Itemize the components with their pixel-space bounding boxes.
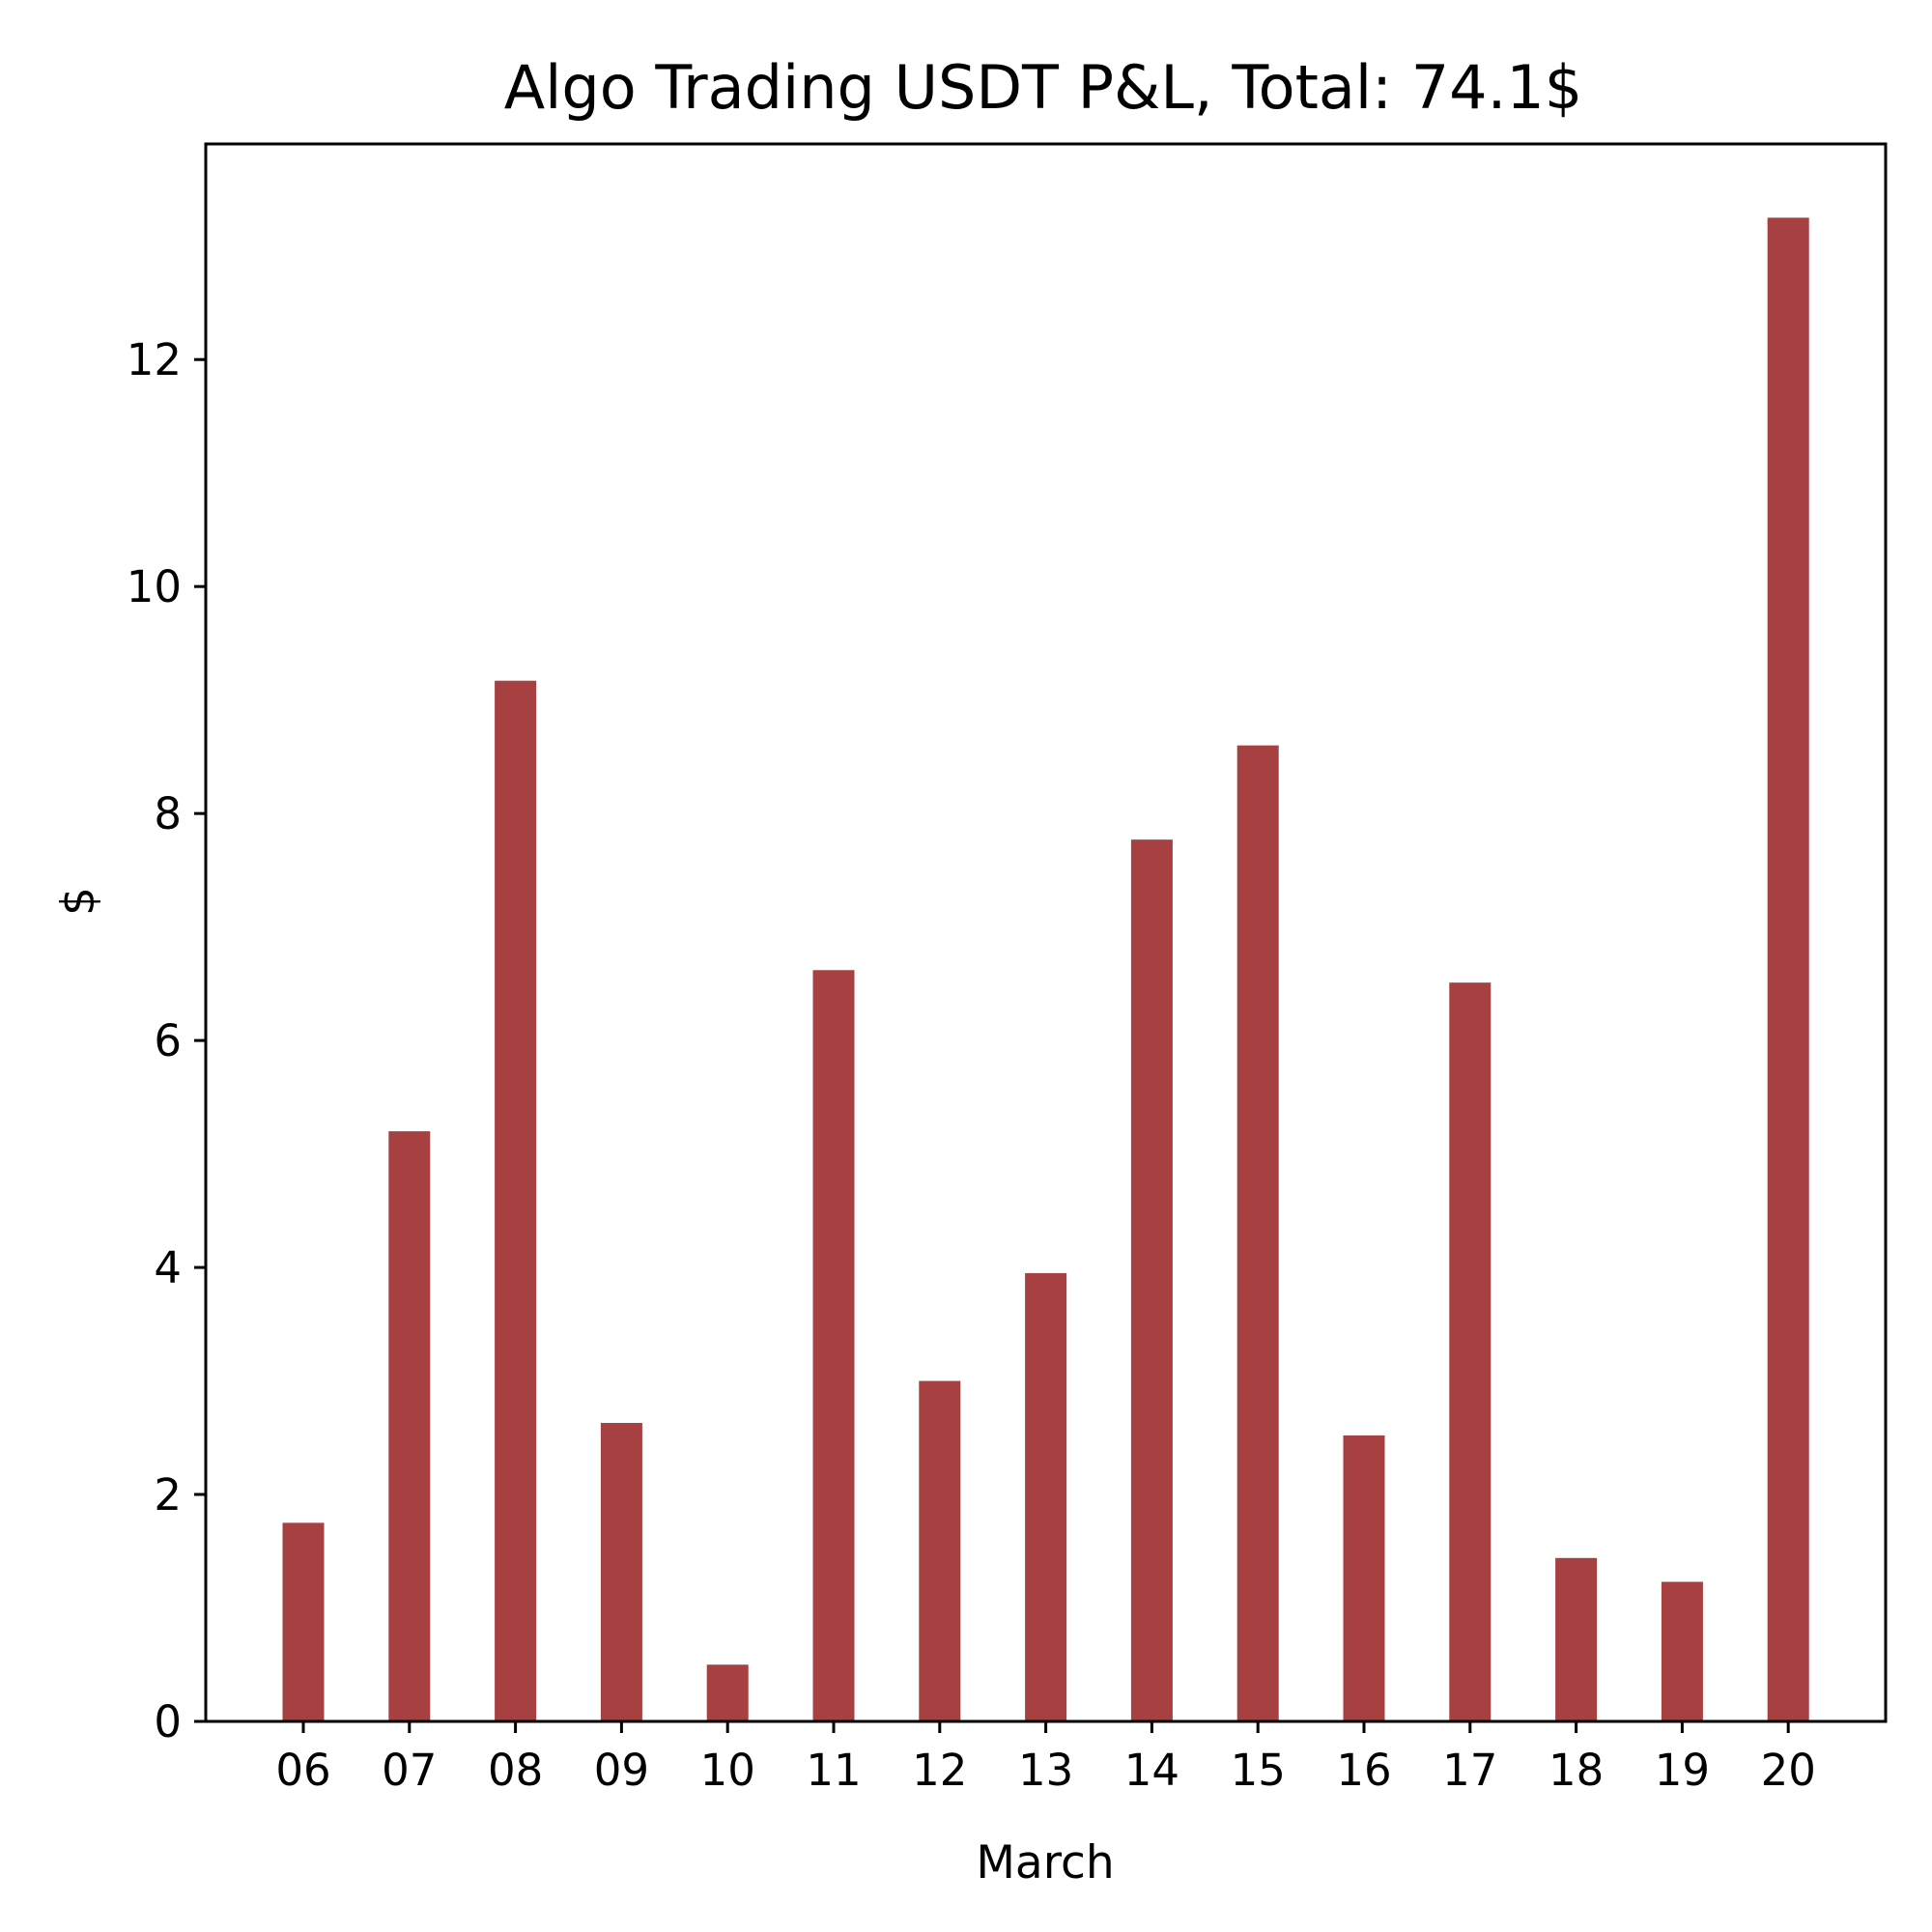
x-tick-label: 11 [806, 1745, 861, 1796]
bar-18 [1555, 1557, 1598, 1721]
y-tick-label: 10 [127, 561, 182, 612]
x-tick-label: 14 [1124, 1745, 1179, 1796]
bar-17 [1449, 982, 1492, 1721]
x-tick-label: 07 [382, 1745, 437, 1796]
chart-title: Algo Trading USDT P&L, Total: 74.1$ [504, 52, 1582, 123]
bar-20 [1767, 217, 1809, 1722]
x-tick-label: 20 [1761, 1745, 1816, 1796]
x-tick-label: 10 [700, 1745, 755, 1796]
bar-19 [1661, 1581, 1703, 1721]
x-tick-label: 09 [594, 1745, 649, 1796]
x-ticks-group: 06 07 08 09 10 11 12 13 14 15 16 17 18 19 20 [275, 1721, 1816, 1796]
bar-11 [812, 970, 855, 1721]
y-ticks-group: 0 2 4 6 8 10 12 [127, 334, 206, 1747]
x-tick-label: 08 [488, 1745, 543, 1796]
y-tick-label: 4 [154, 1242, 182, 1293]
bar-13 [1025, 1272, 1067, 1721]
bar-10 [706, 1664, 749, 1721]
y-tick-label: 8 [154, 788, 182, 839]
x-tick-label: 18 [1548, 1745, 1604, 1796]
bar-06 [282, 1522, 325, 1721]
x-tick-label: 15 [1231, 1745, 1286, 1796]
bar-07 [388, 1131, 431, 1721]
x-tick-label: 12 [912, 1745, 967, 1796]
bar-14 [1130, 839, 1173, 1721]
bar-16 [1343, 1435, 1385, 1721]
bar-12 [919, 1380, 961, 1721]
y-tick-label: 2 [154, 1469, 182, 1520]
bar-09 [600, 1423, 642, 1721]
y-tick-label: 6 [154, 1015, 182, 1066]
x-tick-label: 06 [275, 1745, 330, 1796]
bar-08 [495, 680, 537, 1721]
x-tick-label: 17 [1442, 1745, 1497, 1796]
x-tick-label: 16 [1336, 1745, 1391, 1796]
plot-frame [204, 142, 1888, 1723]
x-tick-label: 13 [1018, 1745, 1073, 1796]
x-tick-label: 19 [1655, 1745, 1710, 1796]
y-axis-label: $ [52, 887, 105, 916]
y-tick-label: 12 [127, 334, 182, 385]
x-axis-label: March [976, 1836, 1114, 1889]
bars-group [282, 217, 1809, 1722]
bar-15 [1236, 745, 1279, 1721]
y-tick-label: 0 [154, 1696, 182, 1747]
